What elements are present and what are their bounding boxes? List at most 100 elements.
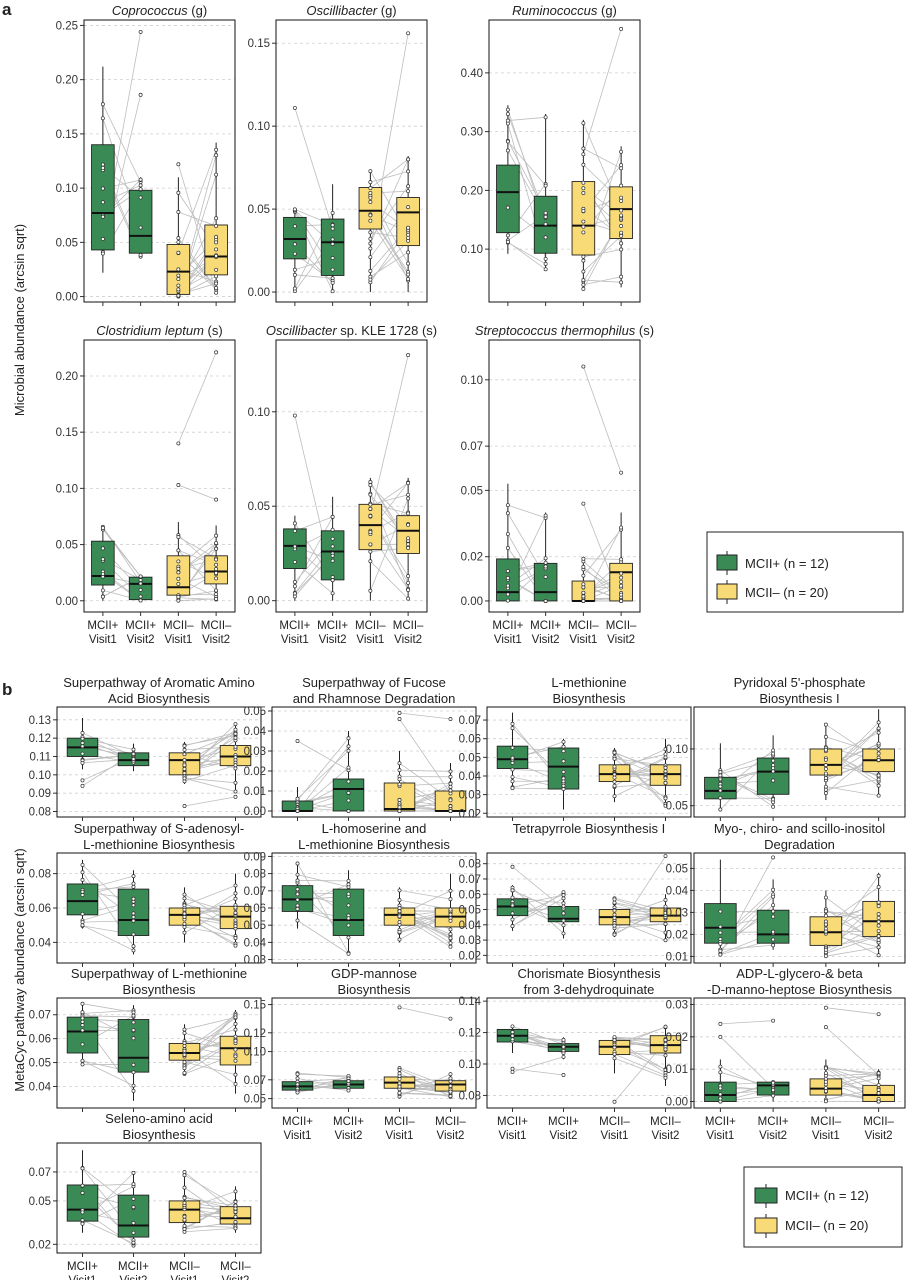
legend-a-frame [706,531,904,613]
data-point [718,1086,723,1091]
data-point [718,1092,723,1097]
x-tick-label-line2: Visit1 [281,634,309,646]
data-point [368,588,373,593]
y-tick-label: 0.06 [459,734,481,746]
data-point [80,1010,85,1015]
data-point [233,1082,238,1086]
data-point [131,1028,136,1033]
panel-title-line2: Biosynthesis I [759,691,839,706]
panel-title: Oscillibacter (g) [306,3,396,18]
data-point [80,1062,85,1067]
data-point [131,1221,136,1225]
data-point [214,247,219,252]
data-point [823,1089,828,1094]
data-point [292,413,297,418]
data-point [292,242,297,247]
data-point [295,1082,300,1087]
panel-title-part: Streptococcus thermophilus [475,323,636,338]
data-point [876,1012,881,1017]
data-point [448,1094,453,1099]
data-point [397,768,402,773]
data-point [771,887,776,892]
box [396,197,420,247]
panel-title-line2: Biosynthesis [338,982,411,997]
data-point [131,1036,136,1041]
data-point [182,1048,187,1053]
data-point [131,1010,136,1015]
data-point [823,1025,828,1030]
x-tick-label: MCII+ [87,620,118,632]
pair-line [184,1174,236,1206]
data-point [138,29,143,34]
panel-title-part: GDP-mannose [331,966,417,981]
legend-b-key-neg [754,1217,778,1234]
panel-title-part: (s) [635,323,654,338]
data-point [80,920,85,925]
data-point [214,541,219,546]
data-point [295,1076,300,1081]
data-point [330,558,335,563]
data-point [295,878,300,883]
pair-line [82,1219,134,1244]
data-point [448,936,453,941]
data-point [543,235,548,240]
y-tick-label: 0.01 [666,951,688,963]
data-point [581,582,586,587]
data-point [131,1083,136,1088]
data-point [233,1226,238,1231]
data-point [663,930,668,935]
x-tick-label: MCII+ [282,1116,313,1128]
x-tick-label: MCII+ [333,1116,364,1128]
data-point [368,483,373,488]
data-point [182,763,187,768]
x-tick-label-line2: Visit2 [437,1130,465,1142]
data-point [619,224,624,228]
data-point [505,598,510,603]
panel-title-part: Chorismate Biosynthesis [517,966,661,981]
data-point [330,514,335,519]
data-point [233,1027,238,1032]
y-tick-label: 0.05 [461,485,483,497]
data-point [131,884,136,889]
data-point [581,556,586,561]
x-tick-label: MCII– [384,1116,415,1128]
data-point [406,189,411,194]
data-point [823,734,828,739]
data-point [330,553,335,558]
data-point [100,594,105,599]
data-point [346,765,351,770]
data-point [448,941,453,946]
pair-line [294,516,333,587]
panel-letter-a: a [2,0,12,19]
pair-line [583,279,622,283]
y-tick-label: 0.07 [459,874,481,886]
x-tick-label-line2: Visit2 [550,1130,578,1142]
data-point [397,920,402,925]
data-point [771,778,776,783]
data-point [233,727,238,732]
data-point [823,757,828,762]
data-point [214,576,219,581]
pair-line [720,1036,774,1089]
data-point [619,525,624,530]
data-point [581,564,586,569]
x-tick-label-line2: Visit2 [652,1130,680,1142]
data-point [510,895,515,900]
data-point [368,542,373,547]
y-tick-label: 0.04 [29,1081,52,1093]
data-point [612,900,617,905]
data-point [100,165,105,170]
x-tick-label-line2: Visit1 [569,634,597,646]
data-point [510,786,515,791]
pair-line [369,355,409,517]
data-point [368,241,373,246]
data-point [368,559,373,564]
x-tick-label: MCII– [220,1261,251,1273]
data-point [619,571,624,576]
y-tick-label: 0.02 [459,950,481,962]
pair-line [507,504,546,519]
panel-title-part: Coprococcus [112,3,188,18]
data-point [176,483,181,487]
